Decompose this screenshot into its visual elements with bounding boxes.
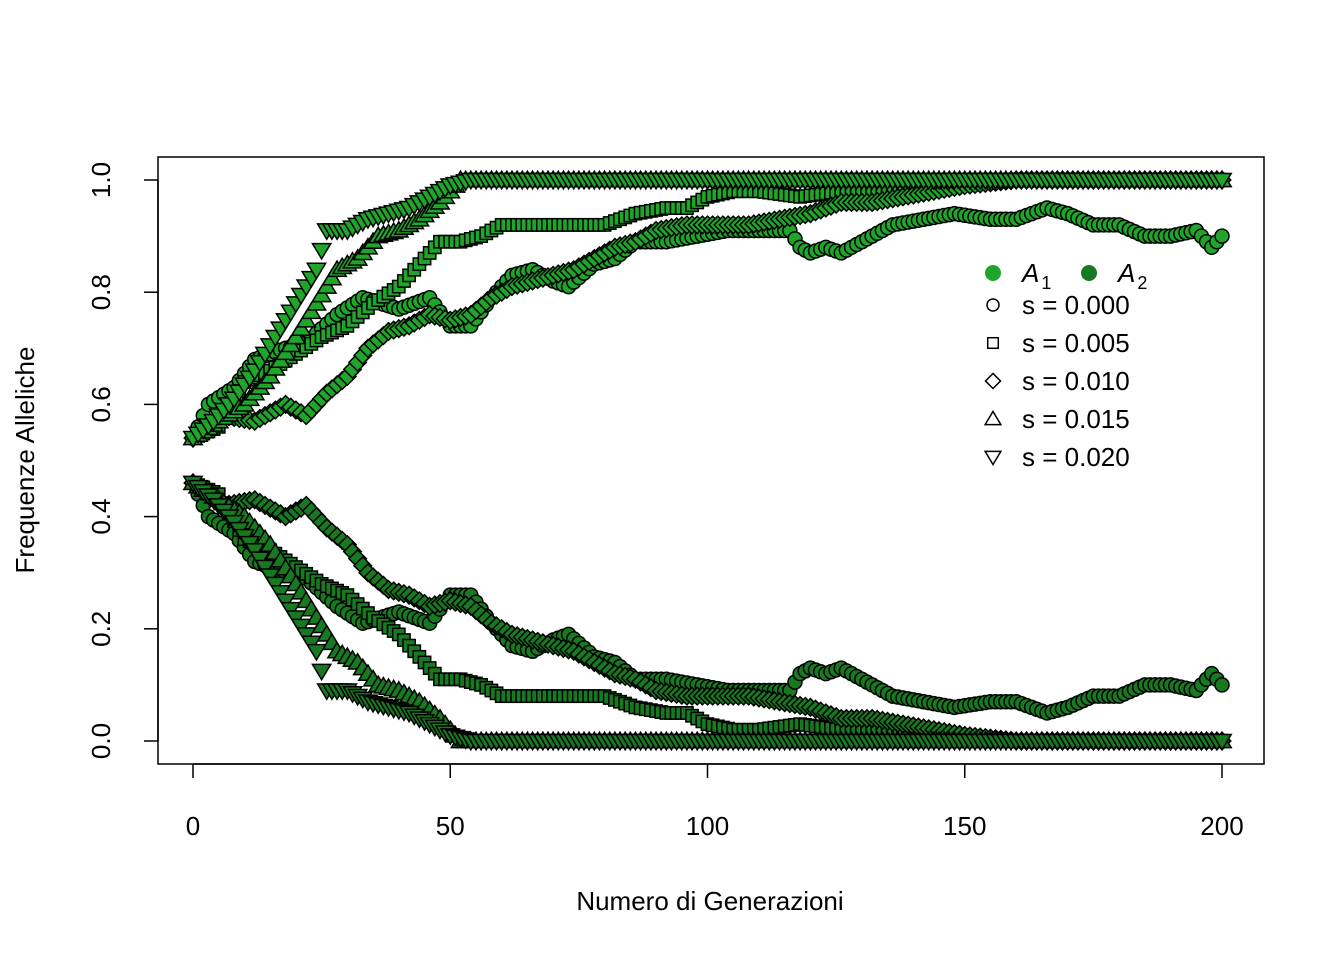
legend-circle-icon (986, 298, 1000, 312)
series-a2-s0.020 (182, 475, 1233, 752)
legend-a1-marker (985, 265, 1001, 281)
point-a2 (275, 593, 297, 611)
point-a1 (290, 318, 312, 336)
point-a2 (300, 635, 322, 654)
y-tick-label: 0.2 (86, 611, 116, 647)
x-tick-label: 200 (1200, 811, 1243, 841)
x-tick-label: 0 (186, 811, 200, 841)
point-a2 (1214, 677, 1230, 693)
point-a2 (254, 559, 276, 578)
y-tick-label: 0.8 (86, 274, 116, 310)
point-a1 (305, 293, 327, 311)
point-a1 (311, 284, 333, 303)
point-a1 (316, 276, 338, 294)
x-axis-label: Numero di Generazioni (576, 886, 843, 916)
x-tick-label: 100 (686, 811, 729, 841)
point-a2 (311, 663, 333, 682)
point-a1 (321, 267, 343, 286)
data-marks (182, 169, 1233, 752)
x-axis: 0 50 100 150 200 (186, 763, 1244, 841)
point-a2 (290, 618, 312, 637)
y-tick-label: 0.0 (86, 723, 116, 759)
point-a2 (295, 627, 317, 645)
legend-shape-label: s = 0.000 (1022, 290, 1130, 320)
legend-diamond-icon (984, 372, 1002, 390)
point-a1 (311, 242, 333, 261)
legend-shape-label: s = 0.020 (1022, 442, 1130, 472)
y-tick-label: 0.4 (86, 499, 116, 535)
legend-a2-marker (1081, 265, 1097, 281)
y-tick-label: 0.6 (86, 386, 116, 422)
point-a1 (295, 310, 317, 328)
point-a1 (300, 301, 322, 320)
legend-shape-label: s = 0.015 (1022, 404, 1130, 434)
point-a2 (264, 576, 286, 595)
legend-triangle-down-icon (983, 450, 1003, 466)
y-tick-label: 1.0 (86, 162, 116, 198)
y-axis-label: Frequenze Alleliche (10, 347, 40, 574)
point-a1 (305, 262, 327, 280)
point-a2 (305, 643, 327, 662)
point-a2 (280, 601, 302, 620)
point-a2 (244, 542, 266, 561)
legend-square-icon (986, 336, 1000, 350)
point-a2 (259, 568, 281, 586)
y-axis: 0.0 0.2 0.4 0.6 0.8 1.0 (86, 162, 159, 759)
point-a1 (1211, 172, 1233, 191)
x-tick-label: 50 (436, 811, 465, 841)
legend-triangle-up-icon (983, 410, 1003, 426)
series-a1-s0.020 (182, 172, 1233, 449)
x-tick-label: 150 (943, 811, 986, 841)
point-a2 (249, 551, 271, 569)
point-a2 (1211, 733, 1233, 752)
point-a1 (285, 326, 307, 345)
point-a1 (1214, 228, 1230, 244)
point-a2 (285, 610, 307, 628)
legend-shape-label: s = 0.005 (1022, 328, 1130, 358)
legend-shape-label: s = 0.010 (1022, 366, 1130, 396)
point-a2 (269, 585, 291, 603)
